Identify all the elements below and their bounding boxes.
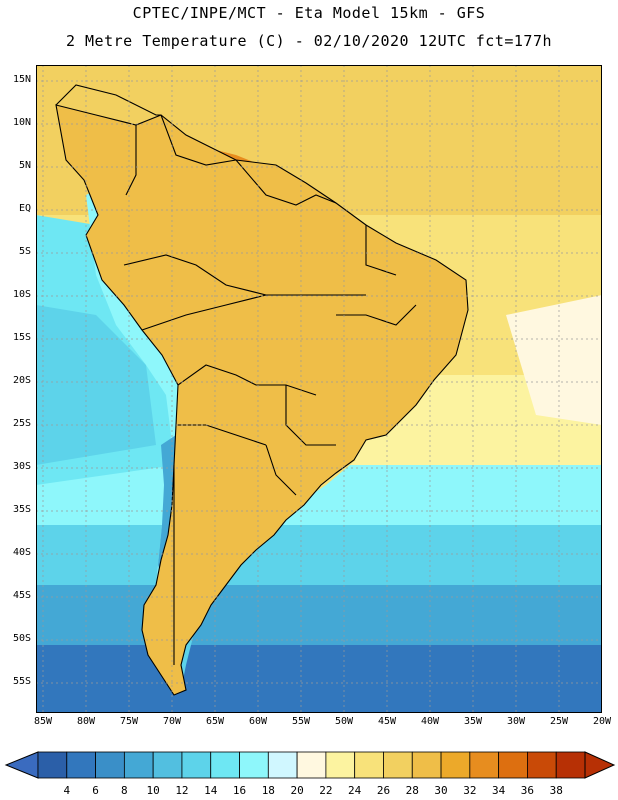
latitude-label: 30S [12,461,31,472]
colorbar-label: 16 [232,784,247,797]
latitude-label: 55S [12,676,31,687]
colorbar-swatch [440,751,471,779]
colorbar-swatch [411,751,442,779]
longitude-label: 65W [205,716,225,727]
latitude-label: 15N [12,74,31,85]
colorbar-label: 8 [121,784,128,797]
colorbar-label: 22 [319,784,333,797]
andes-cold-ridge [158,435,178,585]
colorbar-swatch [267,751,298,779]
colorbar-low-arrow [4,751,39,779]
colorbar-label: 36 [520,784,535,797]
colorbar-label: 24 [348,784,362,797]
colorbar-label: 38 [549,784,563,797]
latitude-label: 5S [18,246,31,257]
colorbar-high-arrow [584,751,616,779]
colorbar-swatch [123,751,154,779]
map-canvas [36,65,602,713]
chart-title-line1: CPTEC/INPE/MCT - Eta Model 15km - GFS [132,4,486,22]
longitude-label: 60W [248,716,268,727]
temperature-map [36,65,602,713]
colorbar-label: 34 [492,784,506,797]
colorbar-label: 26 [376,784,391,797]
colorbar-swatch [181,751,212,779]
colorbar-swatch [325,751,356,779]
colorbar-label: 6 [92,784,99,797]
colorbar-swatch [210,751,240,779]
latitude-label: 5N [18,160,31,171]
colorbar-swatch [469,751,500,779]
longitude-label: 45W [377,716,397,727]
colorbar-swatch [383,751,413,779]
longitude-label: 35W [463,716,483,727]
east-atlantic-warm [506,295,602,425]
colorbar-swatch [37,751,68,779]
colorbar-label: 18 [261,784,275,797]
colorbar-label: 4 [63,784,71,797]
colorbar [4,751,616,779]
ocean-band-cool [36,585,602,645]
latitude-label: EQ [18,203,31,214]
longitude-label: 85W [33,716,53,727]
longitude-label: 20W [592,716,612,727]
ocean-band-cold [36,645,602,713]
latitude-label: 35S [12,504,31,515]
colorbar-swatch [239,751,269,779]
colorbar-label: 14 [204,784,218,797]
colorbar-swatch [296,751,327,779]
longitude-label: 40W [420,716,440,727]
colorbar-swatch [527,751,557,779]
latitude-label: 20S [12,375,31,386]
longitude-label: 70W [162,716,182,727]
colorbar-label: 30 [434,784,448,797]
colorbar-label: 32 [463,784,477,797]
longitude-label: 30W [506,716,526,727]
ocean-band-temperate [36,525,602,585]
colorbar-label: 20 [290,784,304,797]
colorbar-label: 28 [405,784,419,797]
colorbar-swatch [152,751,183,779]
longitude-label: 25W [549,716,569,727]
longitude-label: 75W [119,716,139,727]
chart-title-line2: 2 Metre Temperature (C) - 02/10/2020 12U… [65,32,553,50]
latitude-label: 40S [12,547,31,558]
colorbar-swatch [66,751,96,779]
colorbar-label: 10 [146,784,160,797]
longitude-label: 50W [334,716,354,727]
colorbar-swatch [555,751,586,779]
colorbar-label: 12 [175,784,189,797]
latitude-label: 25S [12,418,31,429]
longitude-label: 55W [291,716,311,727]
colorbar-swatch [354,751,384,779]
colorbar-swatch [95,751,125,779]
latitude-label: 15S [12,332,31,343]
colorbar-swatch [498,751,528,779]
latitude-label: 50S [12,633,31,644]
latitude-label: 45S [12,590,31,601]
longitude-label: 80W [76,716,96,727]
latitude-label: 10N [12,117,31,128]
latitude-label: 10S [12,289,31,300]
map-frame [36,65,602,713]
